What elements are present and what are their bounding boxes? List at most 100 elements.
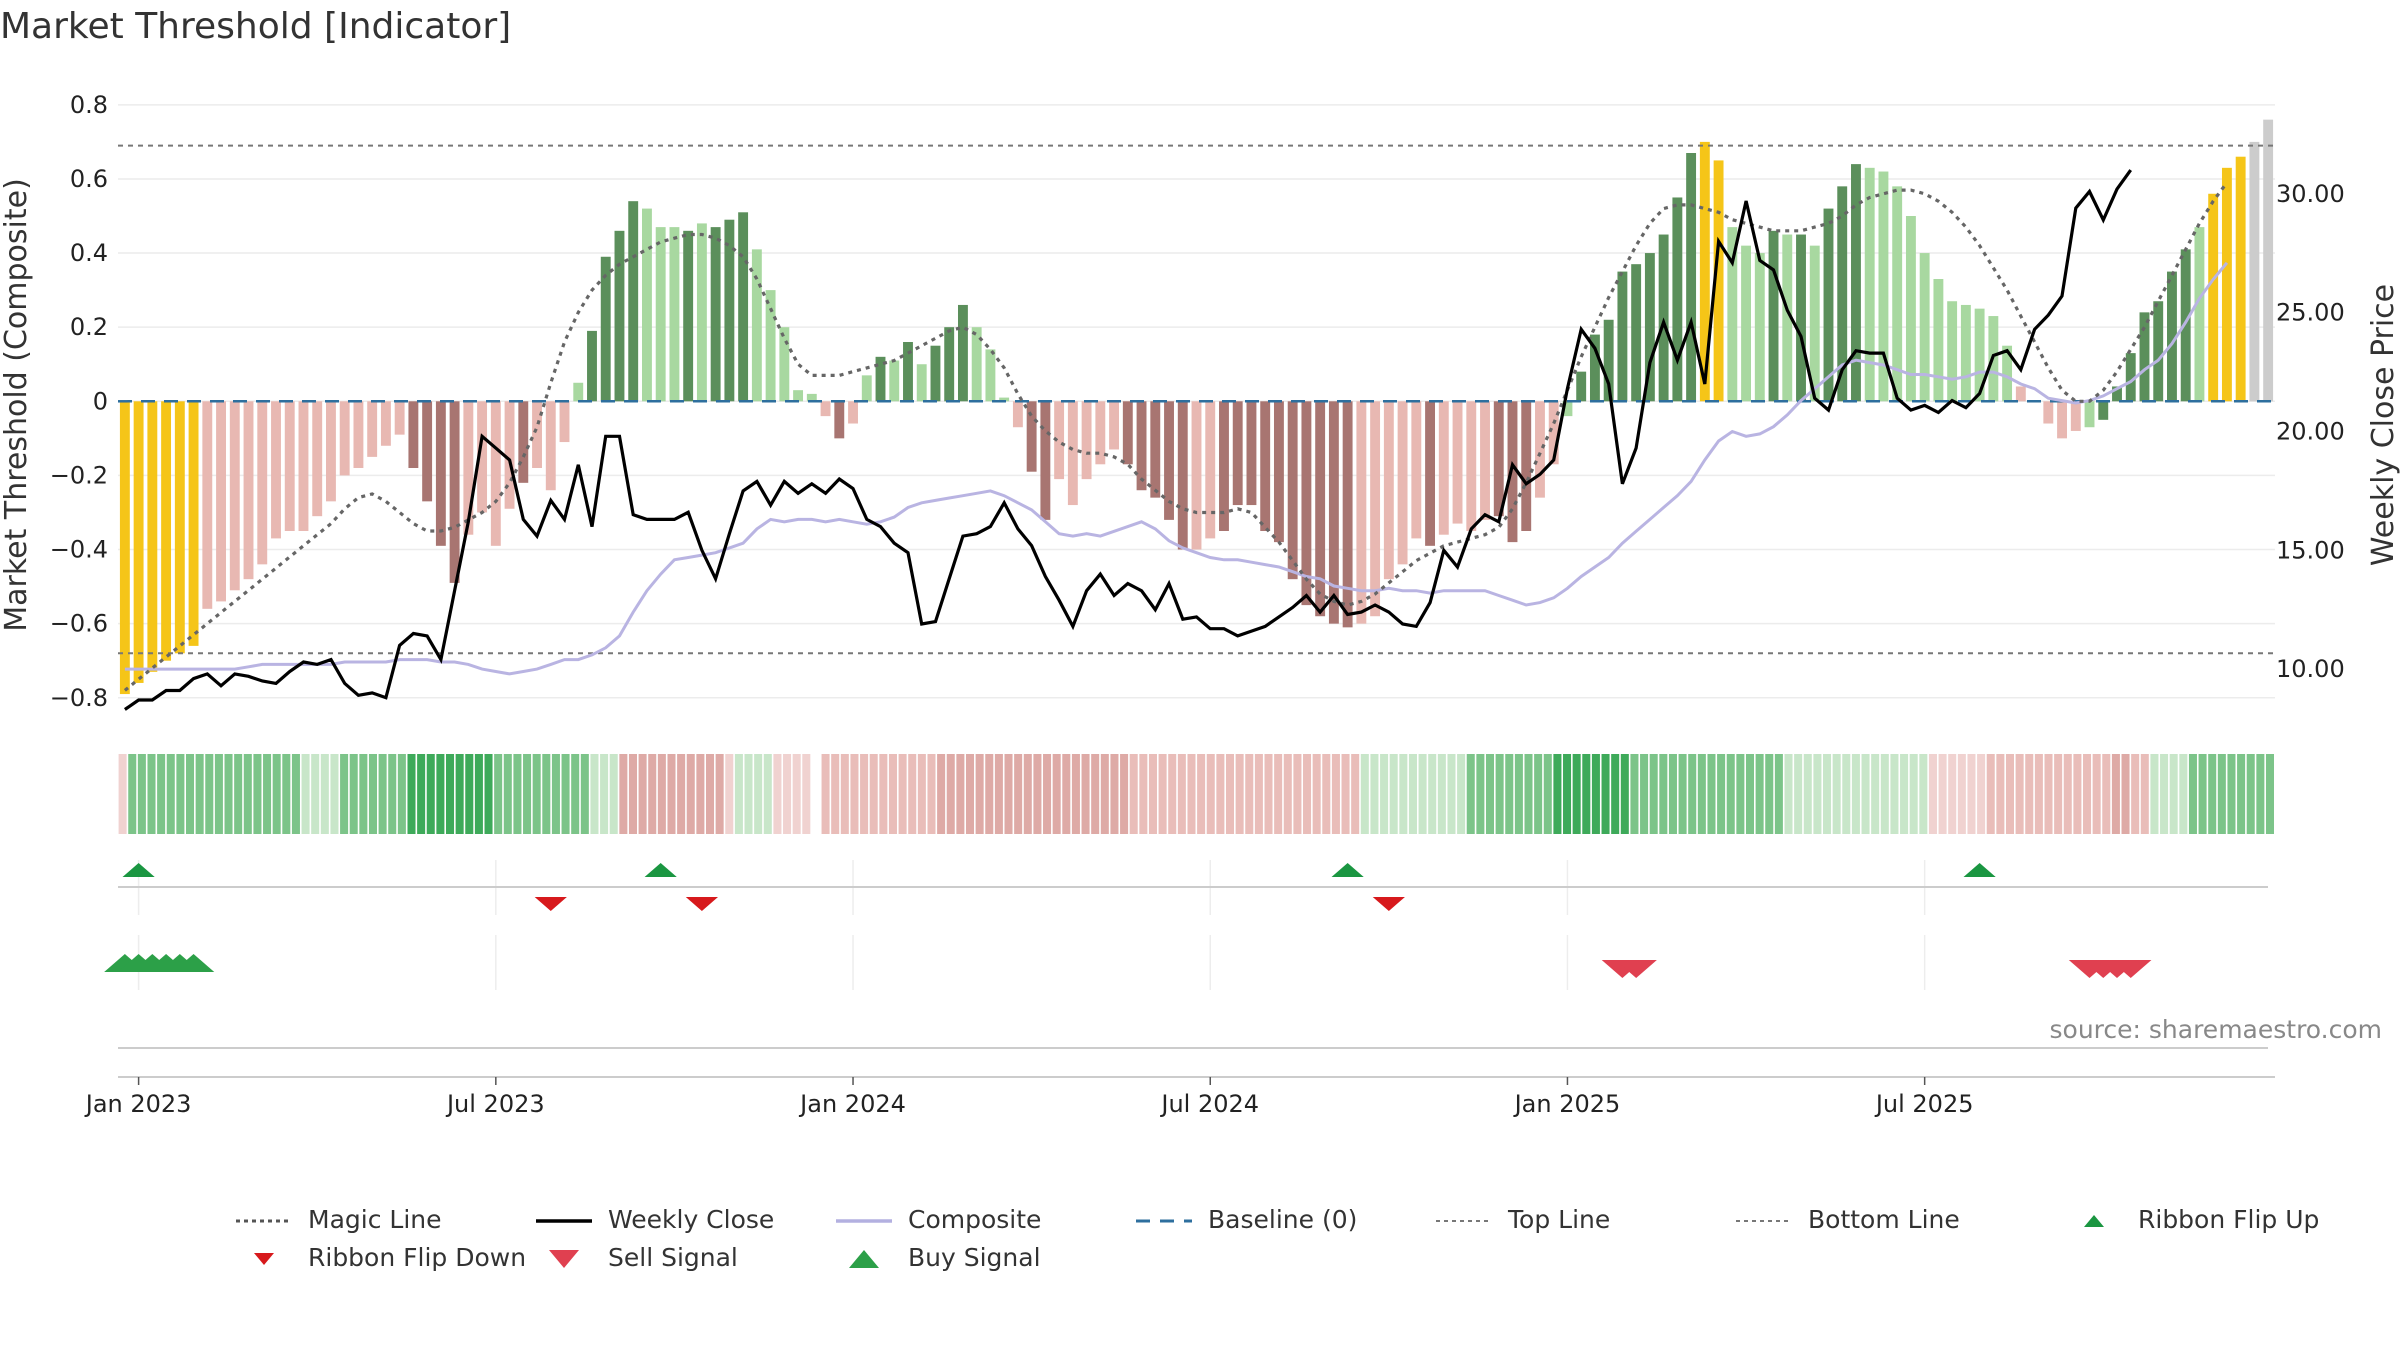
composite-bar bbox=[1177, 401, 1188, 550]
legend-label: Composite bbox=[908, 1205, 1042, 1234]
ribbon-cell bbox=[1495, 754, 1504, 834]
composite-bar bbox=[174, 401, 185, 654]
legend-symbol bbox=[236, 1219, 292, 1223]
legend-label: Buy Signal bbox=[908, 1243, 1041, 1272]
ribbon-cell bbox=[1659, 754, 1668, 834]
y-tick-label: −0.6 bbox=[50, 610, 108, 638]
composite-bar bbox=[1232, 401, 1243, 506]
ribbon-cell bbox=[388, 754, 397, 834]
composite-bar bbox=[1617, 271, 1628, 402]
y2-tick-label: 15.00 bbox=[2276, 536, 2345, 564]
composite-bar bbox=[2084, 401, 2095, 428]
series-lines bbox=[118, 144, 2275, 711]
ribbon-cell bbox=[792, 754, 801, 834]
ribbon-cell bbox=[320, 754, 329, 834]
ribbon-cell bbox=[1909, 754, 1918, 834]
composite-bar bbox=[2249, 141, 2260, 402]
ribbon-cell bbox=[1745, 754, 1755, 834]
composite-bar bbox=[2002, 345, 2013, 402]
composite-bar bbox=[1589, 334, 1600, 402]
composite-bar bbox=[1892, 186, 1903, 402]
ribbon-cell bbox=[840, 754, 849, 834]
y-tick-label: 0.6 bbox=[70, 165, 108, 193]
composite-bar bbox=[2139, 312, 2150, 402]
composite-bar bbox=[1356, 401, 1367, 624]
ribbon-cell bbox=[1408, 754, 1417, 834]
ribbon-cell bbox=[128, 754, 137, 834]
composite-bar bbox=[1452, 401, 1463, 524]
ribbon-cell bbox=[2092, 754, 2101, 834]
composite-bar bbox=[875, 356, 886, 402]
ribbon-cell bbox=[879, 754, 888, 834]
composite-bar bbox=[119, 401, 130, 695]
ribbon-cell bbox=[1274, 754, 1283, 834]
composite-bar bbox=[490, 401, 501, 546]
ribbon-cell bbox=[2188, 754, 2197, 834]
composite-bar bbox=[600, 256, 611, 402]
ribbon-cell bbox=[1004, 754, 1013, 834]
composite-bar bbox=[1164, 401, 1174, 520]
composite-bar bbox=[779, 327, 790, 402]
composite-bar bbox=[1150, 401, 1161, 498]
ribbon-cell bbox=[1553, 754, 1562, 834]
ribbon-cell bbox=[927, 754, 936, 834]
composite-bar bbox=[1548, 401, 1559, 465]
ribbon-cell bbox=[638, 754, 647, 834]
ribbon-cell bbox=[1303, 754, 1312, 834]
composite-bar bbox=[1136, 401, 1147, 491]
ribbon-flip-up-icon bbox=[122, 863, 155, 877]
ribbon-cell bbox=[2179, 754, 2188, 834]
y2-axis-title: Weekly Close Price bbox=[2366, 284, 2400, 566]
ribbon-cell bbox=[754, 754, 763, 834]
ribbon-cell bbox=[2160, 754, 2169, 834]
ribbon-cell bbox=[1110, 754, 1119, 834]
composite-bar bbox=[298, 401, 309, 531]
y2-tick-label: 30.00 bbox=[2276, 180, 2345, 208]
composite-bar bbox=[1960, 304, 1971, 402]
ribbon-cell bbox=[696, 754, 705, 834]
ribbon-cell bbox=[667, 754, 676, 834]
ribbon-strip bbox=[118, 754, 2274, 834]
composite-bar bbox=[738, 212, 749, 402]
ribbon-cell bbox=[1919, 754, 1928, 834]
ribbon-cell bbox=[1331, 754, 1340, 834]
composite-bar bbox=[1768, 230, 1779, 402]
composite-bar bbox=[1425, 401, 1436, 546]
ribbon-cell bbox=[272, 754, 281, 834]
composite-bar bbox=[655, 227, 666, 402]
composite-bar bbox=[944, 327, 955, 402]
ribbon-cell bbox=[1534, 754, 1543, 834]
composite-bar bbox=[1191, 401, 1202, 550]
ribbon-flip-down-icon bbox=[685, 897, 719, 911]
composite-bar bbox=[2112, 386, 2122, 402]
composite-bar bbox=[2221, 167, 2232, 402]
ribbon-cell bbox=[1148, 754, 1157, 834]
composite-bar bbox=[889, 360, 900, 402]
composite-bars bbox=[119, 119, 2274, 695]
ribbon-cell bbox=[1736, 754, 1745, 834]
composite-bar bbox=[1012, 401, 1023, 428]
ribbon-cell bbox=[1880, 754, 1889, 834]
composite-bar bbox=[806, 393, 817, 402]
ribbon-cell bbox=[1601, 754, 1610, 834]
ribbon-cell bbox=[349, 754, 358, 834]
ribbon-cell bbox=[2150, 754, 2159, 834]
ribbon-cell bbox=[2025, 754, 2034, 834]
legend-label: Magic Line bbox=[308, 1205, 442, 1234]
composite-bar bbox=[559, 401, 570, 443]
y-tick-label: 0.8 bbox=[70, 91, 108, 119]
composite-bar bbox=[1713, 160, 1724, 402]
ribbon-cell bbox=[1726, 754, 1735, 834]
ribbon-cell bbox=[513, 754, 522, 834]
composite-bar bbox=[1411, 401, 1422, 539]
composite-bar bbox=[545, 401, 556, 491]
composite-bar bbox=[2098, 401, 2109, 420]
ribbon-cell bbox=[1428, 754, 1437, 834]
ribbon-cell bbox=[1678, 754, 1687, 834]
y2-tick-label: 10.00 bbox=[2276, 655, 2345, 683]
ribbon-cell bbox=[2131, 754, 2140, 834]
ribbon-cell bbox=[1871, 754, 1880, 834]
ribbon-cell bbox=[917, 754, 926, 834]
composite-bar bbox=[696, 223, 707, 402]
ribbon-cell bbox=[1928, 754, 1937, 834]
